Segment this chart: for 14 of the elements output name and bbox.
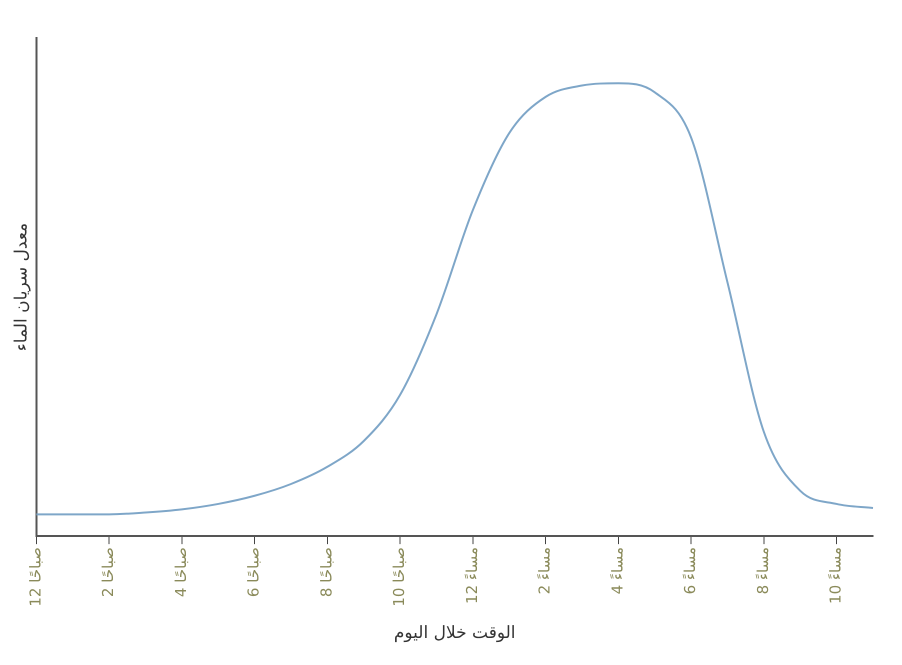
x-axis-title: الوقت خلال اليوم	[394, 623, 516, 644]
x-tick-label: 6 مساءً	[681, 547, 700, 594]
x-tick-label: 6 صباحًا	[244, 547, 263, 598]
x-tick-label: 4 مساءً	[608, 547, 626, 594]
x-tick-label: 10 مساءً	[826, 547, 845, 604]
x-tick-label: 10 صباحًا	[390, 547, 408, 607]
x-tick-label: 2 مساءً	[536, 547, 554, 594]
x-tick-label: 12 صباحًا	[26, 547, 44, 607]
y-axis-title: معدل سريان الماء	[12, 222, 32, 352]
x-tick-label: 2 صباحًا	[99, 547, 118, 598]
x-tick-label: 8 صباحًا	[317, 547, 336, 598]
x-tick-label: 12 مساءً	[462, 547, 481, 604]
x-tick-label: 8 مساءً	[754, 547, 772, 594]
x-tick-label: 4 صباحًا	[172, 547, 190, 598]
